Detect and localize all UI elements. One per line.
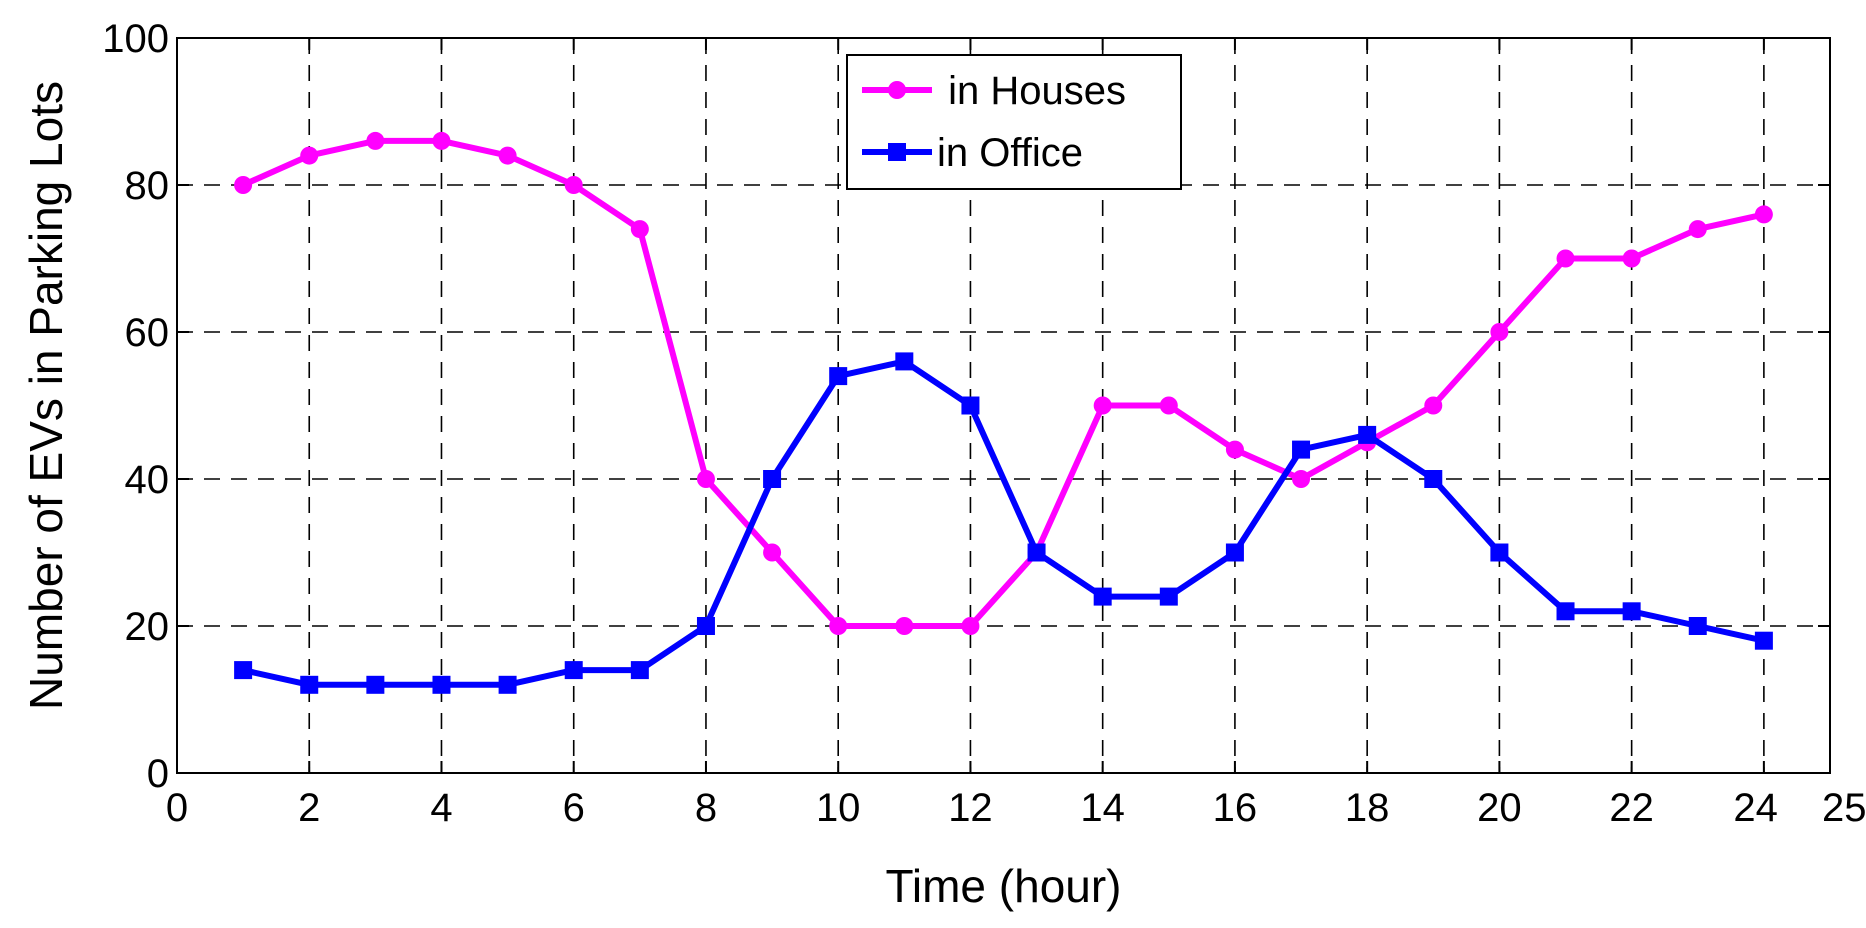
x-tick-label: 4 xyxy=(430,786,452,830)
data-point xyxy=(300,146,319,165)
y-tick-label: 60 xyxy=(125,311,170,355)
data-point xyxy=(366,131,385,150)
data-point xyxy=(630,661,649,680)
x-axis-label: Time (hour) xyxy=(886,860,1122,912)
x-tick-label: 24 xyxy=(1733,786,1778,830)
data-point xyxy=(961,617,980,635)
y-tick-label: 80 xyxy=(125,164,170,208)
data-point xyxy=(829,617,848,635)
data-point xyxy=(763,543,782,562)
data-point xyxy=(1358,425,1377,444)
data-point xyxy=(1424,470,1443,488)
y-axis-label: Number of EVs in Parking Lots xyxy=(20,81,72,710)
data-point xyxy=(1688,617,1707,635)
x-tick-label: 6 xyxy=(563,786,585,830)
legend: in Houses in Office xyxy=(846,54,1182,190)
x-tick-label: 20 xyxy=(1477,786,1522,830)
data-point xyxy=(498,675,517,694)
legend-marker xyxy=(888,81,906,99)
x-tick-label: 16 xyxy=(1213,786,1258,830)
data-point xyxy=(1424,396,1443,415)
data-point xyxy=(300,675,319,694)
data-point xyxy=(564,176,583,194)
x-tick-label: 8 xyxy=(695,786,717,830)
data-point xyxy=(1159,587,1178,606)
data-point xyxy=(1556,602,1575,621)
legend-label: in Office xyxy=(937,131,1083,175)
data-point xyxy=(1292,470,1311,488)
legend-marker xyxy=(888,143,906,161)
data-point xyxy=(763,470,782,488)
data-point xyxy=(564,661,583,680)
x-tick-label: 12 xyxy=(948,786,993,830)
data-point xyxy=(1027,543,1046,562)
data-point xyxy=(1159,396,1178,415)
plot-frame xyxy=(176,37,1831,774)
data-point xyxy=(696,470,715,488)
data-point xyxy=(895,617,914,635)
legend-label: in Houses xyxy=(937,69,1126,113)
data-point xyxy=(1225,440,1244,459)
data-point xyxy=(1754,631,1773,650)
data-point xyxy=(696,617,715,635)
data-point xyxy=(1688,220,1707,239)
data-point xyxy=(234,176,253,194)
y-tick-label: 20 xyxy=(125,605,170,649)
data-point xyxy=(498,146,517,165)
y-tick-label: 0 xyxy=(147,752,169,796)
x-tick-label: 10 xyxy=(816,786,861,830)
data-point xyxy=(961,396,980,415)
x-tick-label: 25 xyxy=(1822,786,1866,830)
data-point xyxy=(895,352,914,371)
series-line-1 xyxy=(240,358,1767,688)
x-tick-label: 14 xyxy=(1080,786,1125,830)
x-tick-label: 2 xyxy=(298,786,320,830)
data-point xyxy=(432,131,451,150)
data-point xyxy=(1490,323,1509,341)
data-point xyxy=(234,661,253,680)
x-tick-label: 22 xyxy=(1609,786,1654,830)
legend-box xyxy=(846,54,1182,190)
data-point xyxy=(1093,396,1112,415)
data-point xyxy=(1225,543,1244,562)
data-point xyxy=(1622,249,1641,268)
x-tick-label: 18 xyxy=(1345,786,1390,830)
data-point xyxy=(1556,249,1575,268)
data-point xyxy=(366,675,385,694)
data-point xyxy=(432,675,451,694)
y-tick-label: 40 xyxy=(125,458,170,502)
data-point xyxy=(1490,543,1509,562)
series-line-0 xyxy=(240,137,1767,629)
series-layer xyxy=(234,131,1773,694)
y-tick-label: 100 xyxy=(102,17,169,61)
data-point xyxy=(630,220,649,239)
data-point xyxy=(1754,205,1773,224)
x-tick-label: 0 xyxy=(166,786,188,830)
data-point xyxy=(1093,587,1112,606)
data-point xyxy=(829,367,848,386)
data-point xyxy=(1292,440,1311,459)
data-point xyxy=(1622,602,1641,621)
